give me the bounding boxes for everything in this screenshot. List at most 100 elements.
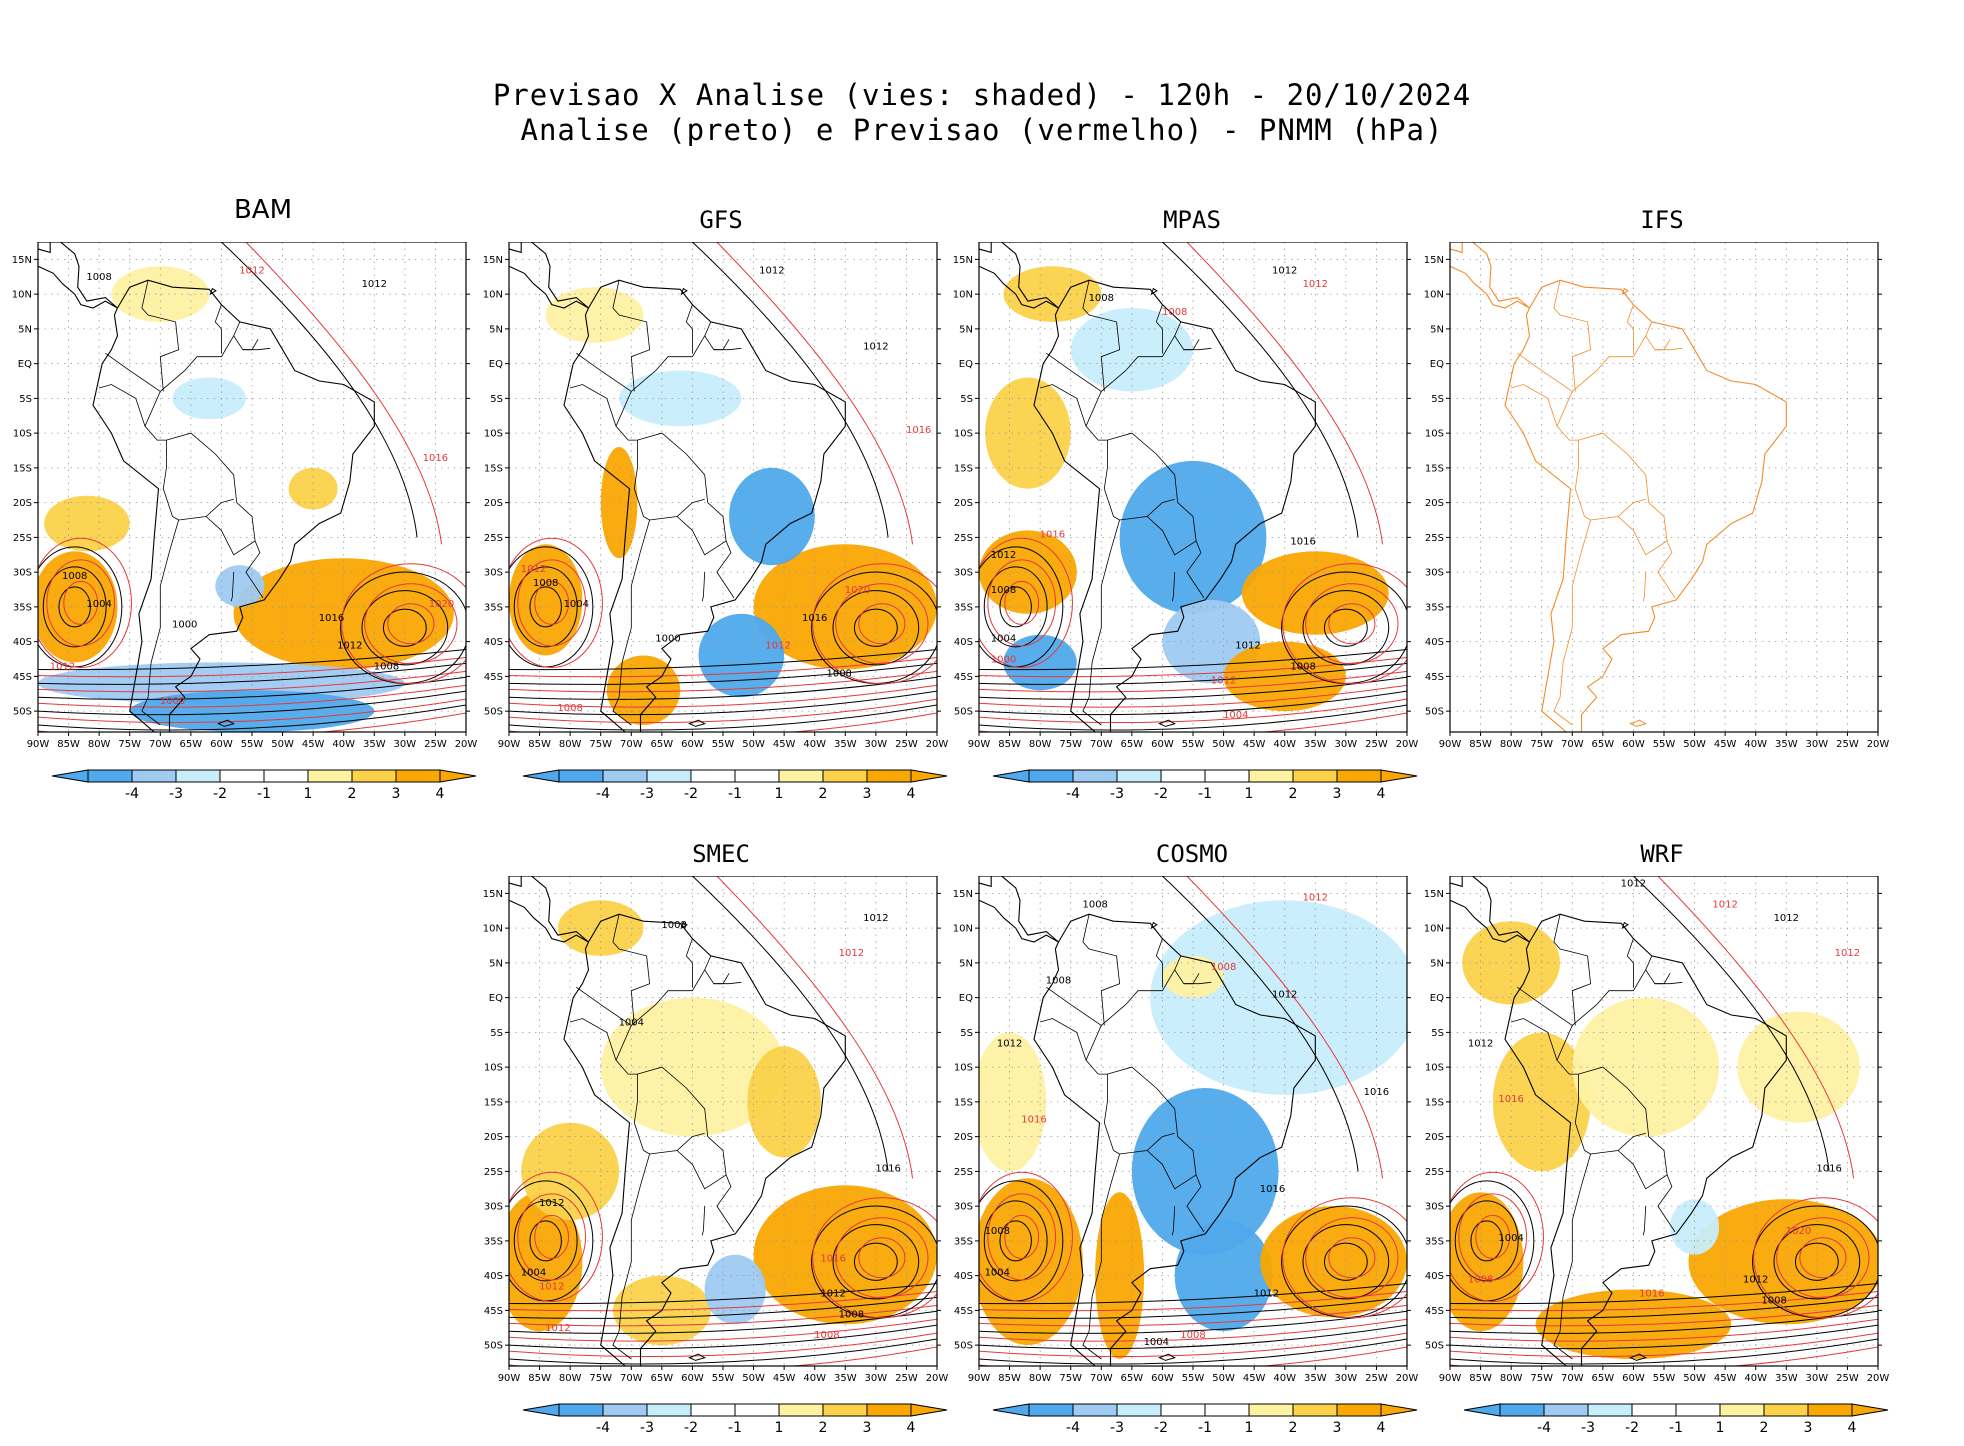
lat-tick-label: 25S [484, 1167, 503, 1178]
lat-tick-label: 45S [954, 672, 973, 683]
lon-tick-label: 50W [1683, 739, 1706, 750]
colorbar-label: -1 [728, 1420, 742, 1436]
isobar-label: 1004 [1498, 1233, 1523, 1244]
lon-tick-label: 40W [803, 1373, 826, 1384]
country-border [713, 339, 730, 351]
isobar-label: 1008 [661, 920, 686, 931]
isobar-label: 1016 [1021, 1115, 1046, 1126]
lat-tick-label: 10N [483, 924, 503, 935]
isobar-label: 1012 [539, 1282, 564, 1293]
colorbar-label: -4 [596, 786, 610, 802]
country-border [685, 938, 693, 988]
country-border [1183, 339, 1200, 351]
colorbar-label: 2 [1289, 786, 1298, 802]
isobar-label: 1016 [423, 453, 448, 464]
colorbar-label: 4 [907, 786, 916, 802]
colorbar-label: 2 [1289, 1420, 1298, 1436]
lon-tick-label: 75W [1059, 1373, 1082, 1384]
coastline-south-america [92, 279, 375, 732]
isobar-label: 1012 [997, 1038, 1022, 1049]
colorbar-label: 3 [863, 786, 872, 802]
country-border [615, 335, 735, 599]
colorbar-label: 4 [436, 786, 445, 802]
lon-tick-label: 70W [149, 739, 172, 750]
bias-shade [1688, 1199, 1878, 1325]
country-border [1590, 498, 1646, 521]
lon-tick-label: 55W [1182, 739, 1205, 750]
isobar-label: 1012 [759, 265, 784, 276]
panel-mpas: 1012 1008 1008 1012 1016 1012 1008 1004 1000 1016… [941, 242, 1429, 812]
colorbar-label: 4 [1377, 1420, 1386, 1436]
panel-title-cosmo: COSMO [1155, 840, 1229, 868]
lon-tick-label: 40W [803, 739, 826, 750]
isobar-label: 1012 [839, 948, 864, 959]
lon-tick-label: 50W [1212, 739, 1235, 750]
colorbar-label: 1 [775, 1420, 784, 1436]
country-border [144, 335, 264, 599]
lat-tick-label: 50S [1425, 707, 1444, 718]
lon-tick-label: 45W [1714, 1373, 1737, 1384]
isobar-label: 1016 [319, 613, 344, 624]
country-border [569, 1018, 617, 1061]
map-smec: 1012 1012 1008 1004 1016 1012 1004 1012 1016 1012… [483, 876, 948, 1436]
lon-tick-label: 45W [1243, 1373, 1266, 1384]
isobar-label: 1008 [533, 578, 558, 589]
lon-tick-label: 60W [1151, 739, 1174, 750]
country-border [1171, 572, 1176, 602]
isobar-label: 1016 [1290, 536, 1315, 547]
panel-gfs: 1012 1012 1016 1008 1004 1012 1016 1012 1008 1020… [471, 242, 959, 812]
lon-tick-label: 45W [773, 739, 796, 750]
colorbar-label: -3 [169, 786, 183, 802]
bias-shade [1462, 921, 1560, 1005]
lon-tick-label: 25W [1365, 1373, 1388, 1384]
isobar-label: 1012 [820, 1289, 845, 1300]
colorbar-label: -1 [728, 786, 742, 802]
lat-tick-label: 50S [484, 707, 503, 718]
bias-shade [521, 1122, 619, 1221]
lon-tick-label: 85W [998, 739, 1021, 750]
lat-tick-label: 40S [13, 637, 32, 648]
colorbar-label: -4 [1537, 1420, 1551, 1436]
lon-tick-label: 50W [742, 739, 765, 750]
lon-tick-label: 60W [1622, 739, 1645, 750]
isobar-label: 1008 [1211, 962, 1236, 973]
country-border [676, 1150, 727, 1190]
lat-tick-label: 5N [1430, 958, 1444, 969]
isobar-label: 1004 [564, 599, 589, 610]
country-border [676, 516, 727, 556]
colorbar-label: -1 [1198, 786, 1212, 802]
map-ifs: 15N 10N 5N EQ 5S 10S 15S 20S 25S 30S 35S 40S 45S 50S 9… [1424, 242, 1889, 750]
map-bam: 1012 1012 1008 1016 1008 1004 1016 1012 1008 1000… [12, 242, 477, 802]
colorbar-label: 1 [304, 786, 313, 802]
colorbar-label: 1 [1716, 1420, 1725, 1436]
panel-title-ifs: IFS [1640, 206, 1684, 234]
country-border [701, 1206, 706, 1236]
isobar-label: 1020 [429, 599, 454, 610]
country-border [205, 516, 256, 556]
bias-shade [1260, 1206, 1407, 1318]
lat-tick-label: 15N [1424, 889, 1444, 900]
isobar-label: 1012 [765, 641, 790, 652]
country-border [1626, 304, 1634, 354]
lon-tick-label: 20W [1396, 739, 1419, 750]
lon-tick-label: 30W [1335, 739, 1358, 750]
lat-tick-label: 5S [960, 1028, 973, 1039]
isobar-label: 1008 [1046, 976, 1071, 987]
isobar-label: 1008 [374, 661, 399, 672]
map-cosmo: 1008 1012 1008 1008 1012 1016 1012 1016 1008 1004… [953, 876, 1418, 1436]
isobar-label: 1012 [1211, 675, 1236, 686]
isobar-label: 1016 [802, 613, 827, 624]
colorbar-label: -3 [1581, 1420, 1595, 1436]
lon-tick-label: 65W [651, 739, 674, 750]
country-border [685, 304, 693, 354]
colorbar-label: 4 [1848, 1420, 1857, 1436]
lon-tick-label: 20W [926, 739, 949, 750]
colorbar-label: -3 [1110, 1420, 1124, 1436]
country-border [1082, 280, 1121, 392]
isobar-label: 1016 [906, 425, 931, 436]
lat-tick-label: EQ [1430, 359, 1444, 370]
isobar-label: 1000 [991, 655, 1016, 666]
coastline-south-america [563, 913, 846, 1366]
lon-tick-label: 70W [1561, 739, 1584, 750]
isobar-label: 1012 [337, 641, 362, 652]
